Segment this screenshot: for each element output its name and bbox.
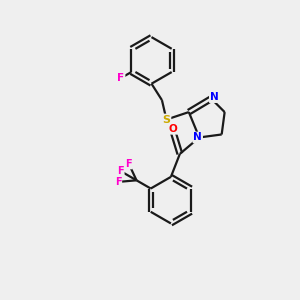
Text: F: F bbox=[117, 73, 124, 83]
Text: N: N bbox=[210, 92, 219, 102]
Text: O: O bbox=[169, 124, 178, 134]
Text: F: F bbox=[125, 158, 132, 169]
Text: S: S bbox=[162, 115, 170, 124]
Text: F: F bbox=[115, 177, 122, 187]
Text: N: N bbox=[194, 133, 202, 142]
Text: F: F bbox=[117, 166, 124, 176]
